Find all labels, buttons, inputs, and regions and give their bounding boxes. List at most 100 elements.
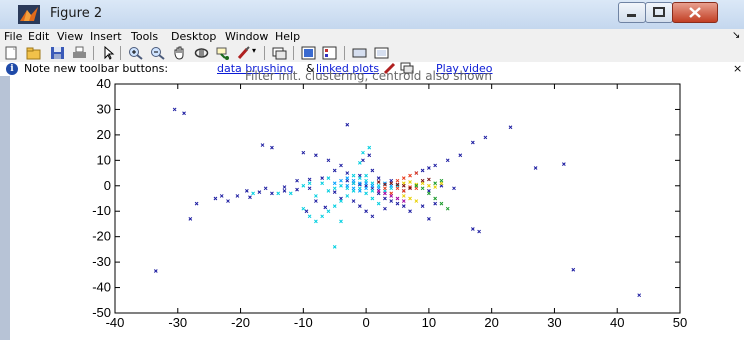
menu-view[interactable]: View bbox=[57, 30, 84, 43]
data-point bbox=[376, 180, 381, 184]
data-point bbox=[276, 191, 281, 196]
data-point bbox=[295, 178, 299, 183]
data-point bbox=[323, 205, 328, 210]
data-point bbox=[364, 186, 368, 191]
data-point bbox=[339, 219, 343, 224]
data-brushing-link[interactable]: data brushing bbox=[217, 62, 294, 75]
menu-help[interactable]: Help bbox=[275, 30, 301, 43]
title-bar[interactable]: Figure 2 bbox=[0, 0, 744, 30]
play-video-link[interactable]: Play video bbox=[436, 62, 493, 75]
data-point bbox=[326, 209, 331, 214]
data-point bbox=[637, 293, 642, 298]
data-point bbox=[263, 186, 268, 191]
menu-desktop[interactable]: Desktop bbox=[171, 30, 217, 43]
data-point bbox=[364, 209, 368, 214]
zoom-in-icon[interactable] bbox=[128, 46, 143, 60]
pan-icon[interactable] bbox=[172, 46, 187, 60]
data-point bbox=[389, 181, 394, 186]
y-tick-label: -40 bbox=[92, 280, 111, 295]
data-point bbox=[357, 176, 362, 180]
menu-edit[interactable]: Edit bbox=[28, 30, 50, 43]
new-figure-icon[interactable] bbox=[4, 46, 19, 60]
x-tick-label: -30 bbox=[168, 315, 187, 330]
data-point bbox=[401, 183, 406, 188]
x-tick-label: 30 bbox=[547, 315, 561, 330]
close-button[interactable] bbox=[672, 2, 718, 23]
menu-overflow-arrow[interactable]: ↘ bbox=[732, 30, 741, 41]
data-point bbox=[395, 186, 400, 191]
colorbar-icon[interactable] bbox=[301, 46, 316, 60]
x-tick-label: 0 bbox=[362, 315, 369, 330]
data-point bbox=[357, 182, 362, 187]
print-icon[interactable] bbox=[72, 46, 87, 60]
data-point bbox=[357, 181, 362, 186]
data-point bbox=[445, 206, 450, 211]
save-icon[interactable] bbox=[50, 46, 65, 60]
data-point bbox=[408, 196, 412, 201]
brush-icon[interactable] bbox=[236, 46, 251, 60]
data-point bbox=[357, 189, 362, 193]
show-plot-tools-icon[interactable] bbox=[374, 46, 389, 60]
menu-insert[interactable]: Insert bbox=[90, 30, 122, 43]
data-point bbox=[458, 153, 463, 158]
data-point bbox=[420, 178, 425, 183]
data-point bbox=[172, 107, 177, 112]
zoom-out-icon[interactable] bbox=[150, 46, 165, 60]
data-point bbox=[414, 171, 419, 175]
data-point bbox=[361, 158, 365, 163]
data-cursor-icon[interactable] bbox=[216, 46, 231, 60]
maximize-icon bbox=[653, 7, 665, 17]
info-bar: i Note new toolbar buttons: data brushin… bbox=[0, 62, 744, 76]
data-point bbox=[427, 166, 431, 170]
data-point bbox=[301, 150, 306, 155]
brush-dropdown-arrow[interactable]: ▾ bbox=[252, 46, 257, 55]
link-plot-icon bbox=[400, 62, 414, 74]
data-point bbox=[357, 161, 362, 165]
toolbar-separator bbox=[344, 46, 345, 60]
data-point bbox=[314, 153, 318, 158]
data-point bbox=[420, 186, 425, 191]
data-point bbox=[408, 209, 412, 214]
data-point bbox=[351, 178, 356, 183]
data-point bbox=[383, 186, 387, 191]
data-point bbox=[364, 181, 368, 186]
y-tick-label: 30 bbox=[97, 101, 111, 116]
window-left-frame bbox=[0, 76, 10, 340]
menu-file[interactable]: File bbox=[4, 30, 23, 43]
menu-tools[interactable]: Tools bbox=[131, 30, 159, 43]
data-point bbox=[314, 194, 318, 198]
data-point bbox=[571, 267, 576, 272]
data-point bbox=[367, 153, 372, 158]
data-point bbox=[314, 199, 318, 203]
y-tick-label: 20 bbox=[97, 127, 111, 142]
data-point bbox=[395, 182, 400, 187]
linked-plots-link[interactable]: linked plots bbox=[316, 62, 380, 75]
data-point bbox=[383, 191, 387, 196]
data-point bbox=[533, 166, 538, 170]
y-tick-label: -20 bbox=[92, 229, 111, 244]
data-point bbox=[332, 168, 337, 173]
hide-plot-tools-icon[interactable] bbox=[352, 46, 367, 60]
data-point bbox=[370, 189, 375, 193]
data-point bbox=[282, 185, 287, 189]
data-point bbox=[433, 185, 438, 189]
legend-icon[interactable] bbox=[322, 46, 337, 60]
data-point bbox=[376, 201, 381, 206]
menu-bar: File Edit View Insert Tools Desktop Wind… bbox=[0, 29, 744, 44]
data-point bbox=[383, 181, 387, 186]
data-point bbox=[244, 189, 249, 193]
open-file-icon[interactable] bbox=[26, 46, 41, 60]
menu-window[interactable]: Window bbox=[225, 30, 269, 43]
pointer-icon[interactable] bbox=[101, 46, 116, 60]
maximize-button[interactable] bbox=[645, 2, 673, 23]
data-point bbox=[562, 162, 566, 167]
data-point bbox=[332, 181, 337, 186]
link-plot-icon[interactable] bbox=[272, 46, 287, 60]
data-point bbox=[182, 111, 186, 116]
info-bar-close-icon[interactable]: × bbox=[733, 62, 743, 75]
data-point bbox=[401, 194, 406, 198]
info-icon: i bbox=[6, 63, 18, 75]
window-title: Figure 2 bbox=[50, 6, 103, 21]
rotate-3d-icon[interactable] bbox=[194, 46, 209, 60]
data-point bbox=[307, 177, 312, 182]
